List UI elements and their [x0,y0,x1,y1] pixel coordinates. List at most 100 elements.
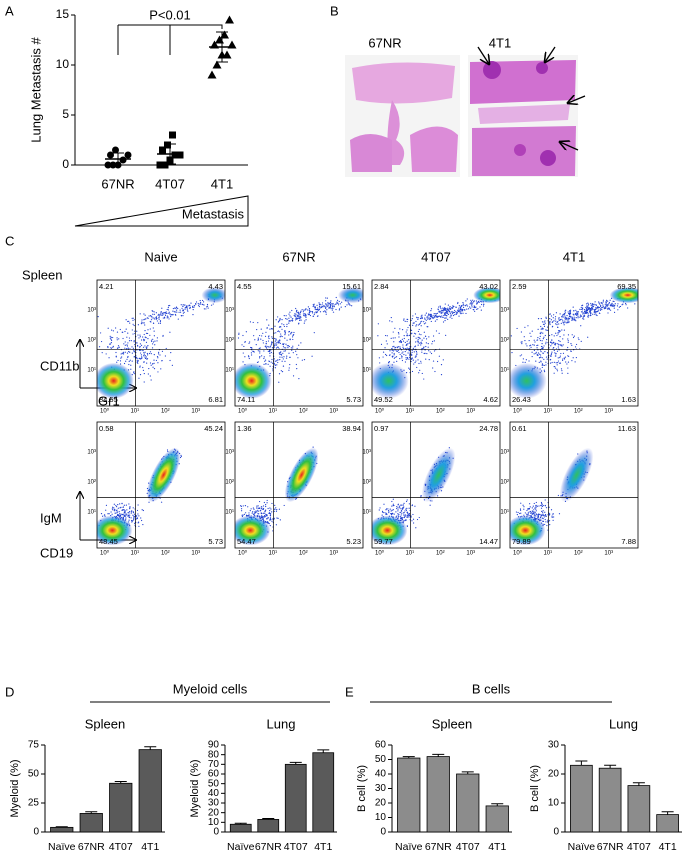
y-axis-label: Myeloid (%) [9,759,21,817]
event-dot [274,363,275,364]
event-dot [568,321,569,322]
event-dot [241,508,242,509]
event-dot [584,309,585,310]
event-dot [393,362,394,363]
bar [570,765,592,832]
event-dot [178,312,179,313]
event-dot [122,353,123,354]
event-dot [153,317,154,318]
event-dot [180,312,181,313]
event-dot [556,362,557,363]
event-dot [379,507,380,508]
event-dot [121,514,122,515]
event-dot [540,356,541,357]
event-dot [167,316,168,317]
event-dot [451,307,452,308]
event-dot [138,522,139,523]
event-dot [567,367,568,368]
event-dot [601,303,602,304]
event-dot [554,362,555,363]
event-dot [407,343,408,344]
quadrant-value: 69.35 [617,282,636,291]
event-dot [154,330,155,331]
event-dot [286,319,287,320]
event-dot [323,305,324,306]
event-dot [408,359,409,360]
population [369,363,409,399]
event-dot [132,361,133,362]
event-dot [545,519,546,520]
event-dot [469,306,470,307]
event-dot [276,524,277,525]
event-dot [451,318,452,319]
chart-title: Spleen [432,716,472,731]
event-dot [176,311,177,312]
event-dot [589,311,590,312]
event-dot [407,512,408,513]
event-dot [559,357,560,358]
event-dot [392,513,393,514]
event-dot [556,324,557,325]
event-dot [553,320,554,321]
event-dot [471,305,472,306]
event-dot [125,345,126,346]
event-dot [143,352,144,353]
event-dot [290,338,291,339]
event-dot [543,359,544,360]
event-dot [280,352,281,353]
y-tick-label: 10 [56,57,70,71]
event-dot [417,359,418,360]
event-dot [299,320,300,321]
event-dot [156,317,157,318]
event-dot [381,344,382,345]
event-dot [540,519,541,520]
event-dot [529,345,530,346]
event-dot [418,337,419,338]
event-dot [587,303,588,304]
event-dot [408,368,409,369]
event-dot [476,303,477,304]
event-dot [471,304,472,305]
event-dot [419,333,420,334]
event-dot [293,332,294,333]
event-dot [285,350,286,351]
event-dot [411,320,412,321]
event-dot [441,310,442,311]
event-dot [583,317,584,318]
event-dot [189,305,190,306]
event-dot [552,343,553,344]
event-dot [549,324,550,325]
event-dot [444,308,445,309]
event-dot [543,510,544,511]
event-dot [131,520,132,521]
y-tick-label: 10 [208,817,220,828]
event-dot [470,308,471,309]
event-dot [292,346,293,347]
event-dot [158,352,159,353]
event-dot [511,335,512,336]
event-dot [118,345,119,346]
event-dot [406,508,407,509]
event-dot [265,346,266,347]
event-dot [419,324,420,325]
event-dot [325,297,326,298]
event-dot [312,312,313,313]
event-dot [282,371,283,372]
event-dot [142,509,143,510]
event-dot [535,509,536,510]
event-dot [435,315,436,316]
quadrant-value: 38.94 [342,424,361,433]
event-dot [321,306,322,307]
event-dot [138,337,139,338]
event-dot [279,356,280,357]
bar [80,813,102,832]
event-dot [444,309,445,310]
event-dot [551,315,552,316]
event-dot [314,314,315,315]
event-dot [416,354,417,355]
event-dot [399,358,400,359]
event-dot [591,305,592,306]
event-dot [550,359,551,360]
event-dot [448,314,449,315]
event-dot [443,359,444,360]
